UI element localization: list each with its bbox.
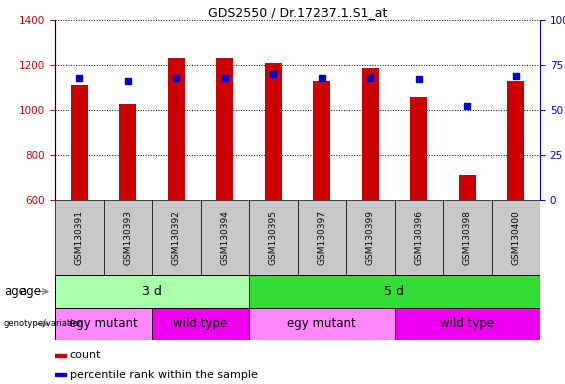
Bar xyxy=(201,200,249,275)
Bar xyxy=(152,308,249,340)
Text: egy mutant: egy mutant xyxy=(69,318,138,331)
Bar xyxy=(55,354,66,357)
Bar xyxy=(119,104,136,200)
Text: wild type: wild type xyxy=(173,318,228,331)
Bar xyxy=(410,96,427,200)
Bar xyxy=(394,308,540,340)
Text: age: age xyxy=(4,285,26,298)
Bar xyxy=(55,308,152,340)
Bar xyxy=(362,68,379,200)
Text: GSM130392: GSM130392 xyxy=(172,210,181,265)
Text: GSM130400: GSM130400 xyxy=(511,210,520,265)
Text: age: age xyxy=(19,285,41,298)
Bar xyxy=(298,200,346,275)
Text: wild type: wild type xyxy=(440,318,494,331)
Bar xyxy=(394,200,443,275)
Text: count: count xyxy=(70,351,101,361)
Bar xyxy=(55,373,66,376)
Bar xyxy=(152,200,201,275)
Text: GSM130398: GSM130398 xyxy=(463,210,472,265)
Bar xyxy=(55,275,249,308)
Bar xyxy=(216,58,233,200)
Bar xyxy=(249,275,540,308)
Text: 3 d: 3 d xyxy=(142,285,162,298)
Text: GSM130394: GSM130394 xyxy=(220,210,229,265)
Title: GDS2550 / Dr.17237.1.S1_at: GDS2550 / Dr.17237.1.S1_at xyxy=(208,6,387,19)
Bar xyxy=(71,85,88,200)
Bar xyxy=(346,200,394,275)
Text: GSM130395: GSM130395 xyxy=(269,210,278,265)
Bar xyxy=(459,175,476,200)
Text: GSM130396: GSM130396 xyxy=(414,210,423,265)
Text: GSM130393: GSM130393 xyxy=(123,210,132,265)
Bar xyxy=(313,81,330,200)
Bar xyxy=(103,200,152,275)
Bar xyxy=(249,308,394,340)
Text: egy mutant: egy mutant xyxy=(288,318,356,331)
Bar xyxy=(507,81,524,200)
Text: genotype/variation: genotype/variation xyxy=(4,319,84,328)
Bar xyxy=(492,200,540,275)
Text: 5 d: 5 d xyxy=(385,285,405,298)
Text: GSM130399: GSM130399 xyxy=(366,210,375,265)
Bar xyxy=(55,200,103,275)
Text: percentile rank within the sample: percentile rank within the sample xyxy=(70,369,258,379)
Text: GSM130397: GSM130397 xyxy=(318,210,326,265)
Bar xyxy=(168,58,185,200)
Bar xyxy=(249,200,298,275)
Bar xyxy=(443,200,492,275)
Text: GSM130391: GSM130391 xyxy=(75,210,84,265)
Bar xyxy=(265,63,282,200)
